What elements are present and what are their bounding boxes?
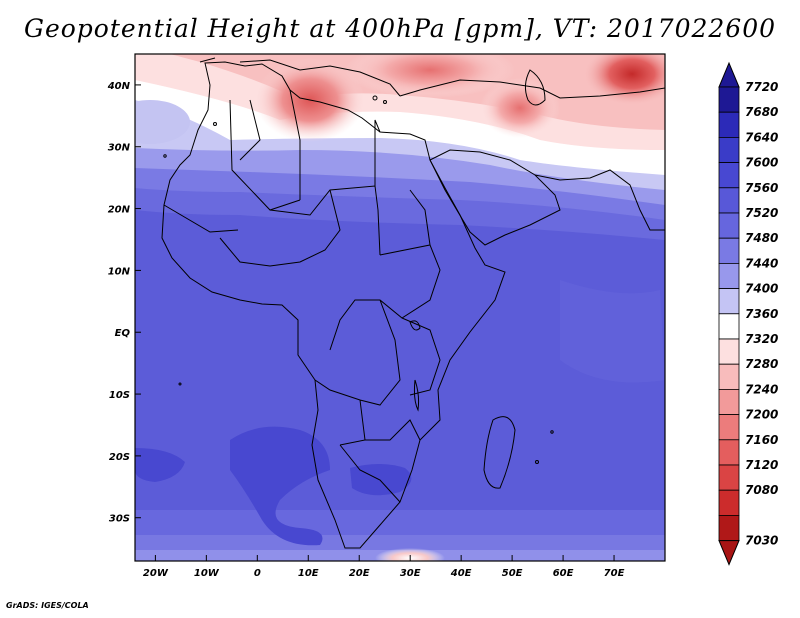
colorbar-min-arrow	[718, 540, 740, 566]
colorbar-level-label: 7160	[745, 433, 778, 447]
lat-tick-label: 30N	[108, 143, 131, 154]
lon-tick-label: 30E	[400, 568, 421, 579]
colorbar-swatch	[718, 338, 740, 365]
lat-tick-label: 30S	[109, 514, 130, 525]
lat-tick-label: 20N	[108, 205, 131, 216]
colorbar-swatch	[718, 111, 740, 138]
lon-tick-label: 40E	[450, 568, 472, 579]
colorbar-swatch	[718, 136, 740, 163]
lon-tick-label: 10E	[298, 568, 319, 579]
latitude-axis: 40N 30N 20N 10N EQ 10S 20S 30S	[107, 81, 141, 525]
map-title: Geopotential Height at 400hPa [gpm], VT:…	[23, 14, 777, 43]
plot-frame	[134, 53, 666, 562]
longitude-axis: 20W 10W 0 10E 20E 30E 40E 50E 60E 70E	[143, 555, 625, 579]
colorbar-swatch	[718, 414, 740, 441]
colorbar-level-label: 7120	[745, 458, 778, 472]
colorbar-level-label: 7200	[745, 408, 778, 422]
lat-tick-label: 40N	[107, 81, 131, 92]
lat-tick-label: EQ	[115, 328, 131, 339]
lon-tick-label: 50E	[502, 568, 523, 579]
lon-tick-label: 20W	[143, 568, 169, 579]
colorbar-level-label: 7680	[745, 105, 778, 119]
colorbar-swatch	[718, 187, 740, 214]
colorbar-level-label: 7280	[745, 357, 778, 371]
colorbar-level-label: 7600	[745, 156, 778, 170]
colorbar-swatch	[718, 515, 740, 542]
coastlines-borders	[161, 57, 665, 549]
colorbar-swatch	[718, 363, 740, 390]
lon-tick-label: 10W	[194, 568, 220, 579]
shaded-field	[135, 54, 665, 561]
colorbar-swatch	[718, 288, 740, 315]
colorbar-max-arrow	[718, 61, 740, 88]
colorbar-swatch	[718, 162, 740, 189]
colorbar-level-label: 7720	[745, 80, 778, 94]
lon-tick-label: 60E	[553, 568, 574, 579]
lat-tick-label: 10N	[108, 266, 131, 277]
colorbar-level-label: 7640	[745, 130, 778, 144]
colorbar-level-label: 7440	[745, 256, 778, 270]
colorbar-level-label: 7240	[745, 382, 778, 396]
colorbar-level-label: 7520	[745, 206, 778, 220]
colorbar-level-label: 7560	[745, 181, 778, 195]
colorbar-swatch	[718, 237, 740, 264]
colorbar-level-label: 7480	[745, 231, 778, 245]
colorbar-level-label: 7400	[745, 282, 778, 296]
lat-tick-label: 20S	[109, 452, 130, 463]
lon-tick-label: 20E	[349, 568, 370, 579]
colorbar-swatch	[718, 86, 740, 113]
colorbar-swatch	[718, 489, 740, 516]
lon-tick-label: 0	[254, 568, 261, 579]
grads-credit: GrADS: IGES/COLA	[6, 601, 89, 610]
colorbar-swatch	[718, 313, 740, 340]
colorbar-level-label: 7030	[745, 534, 778, 548]
lat-tick-label: 10S	[109, 390, 130, 401]
colorbar-level-label: 7360	[745, 307, 778, 321]
colorbar-level-label: 7320	[745, 332, 778, 346]
colorbar-swatch	[718, 212, 740, 239]
colorbar-swatch	[718, 388, 740, 415]
colorbar-swatch	[718, 464, 740, 491]
colorbar-level-label: 7080	[745, 483, 778, 497]
colorbar-swatch	[718, 262, 740, 289]
colorbar-swatch	[718, 439, 740, 466]
colorbar: 7720 7680 7640 7600 7560 7520 7480 7440 7400 7360…	[718, 61, 778, 566]
lon-tick-label: 70E	[604, 568, 625, 579]
